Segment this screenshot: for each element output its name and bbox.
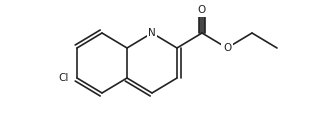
Text: N: N (148, 28, 156, 38)
Text: O: O (198, 5, 206, 15)
Text: Cl: Cl (59, 73, 69, 83)
Text: O: O (223, 43, 231, 53)
